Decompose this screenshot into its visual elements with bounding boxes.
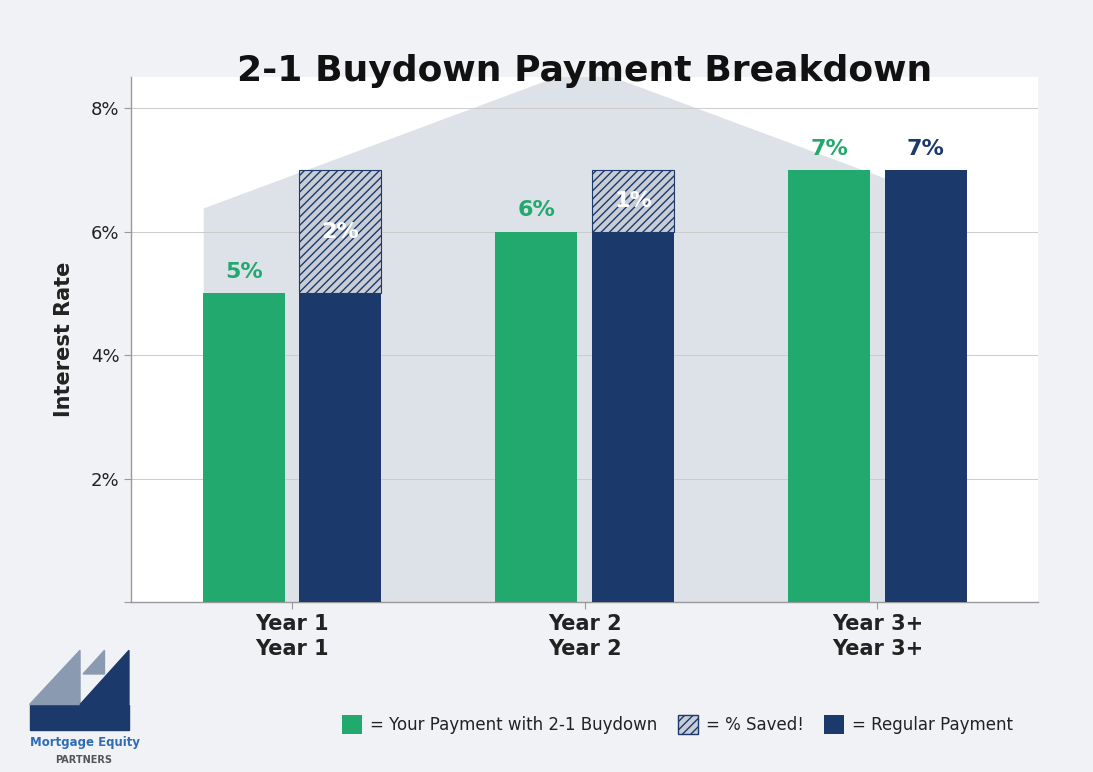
Text: 2%: 2% <box>321 222 360 242</box>
Bar <box>299 170 381 293</box>
Text: 1%: 1% <box>614 191 653 211</box>
Text: 7%: 7% <box>810 139 848 159</box>
Bar <box>299 293 381 602</box>
Text: Year 2: Year 2 <box>548 638 622 659</box>
Bar <box>788 170 870 602</box>
Bar <box>592 232 674 602</box>
Bar <box>495 232 577 602</box>
Text: 5%: 5% <box>225 262 262 283</box>
Text: 2-1 Buydown Payment Breakdown: 2-1 Buydown Payment Breakdown <box>237 54 932 88</box>
Legend: = Your Payment with 2-1 Buydown, = % Saved!, = Regular Payment: = Your Payment with 2-1 Buydown, = % Sav… <box>336 708 1020 741</box>
Bar <box>884 170 966 602</box>
Polygon shape <box>80 650 129 705</box>
Text: Year 1: Year 1 <box>256 638 329 659</box>
Text: Mortgage Equity: Mortgage Equity <box>30 736 140 750</box>
Bar <box>30 705 129 730</box>
Text: Year 3+: Year 3+ <box>832 638 922 659</box>
Bar <box>203 293 285 602</box>
Polygon shape <box>203 66 966 602</box>
Y-axis label: Interest Rate: Interest Rate <box>54 262 74 418</box>
Text: 6%: 6% <box>517 201 555 221</box>
Polygon shape <box>83 650 105 674</box>
Text: PARTNERS: PARTNERS <box>56 754 113 764</box>
Bar <box>592 170 674 232</box>
Text: 7%: 7% <box>907 139 944 159</box>
Polygon shape <box>30 650 80 705</box>
